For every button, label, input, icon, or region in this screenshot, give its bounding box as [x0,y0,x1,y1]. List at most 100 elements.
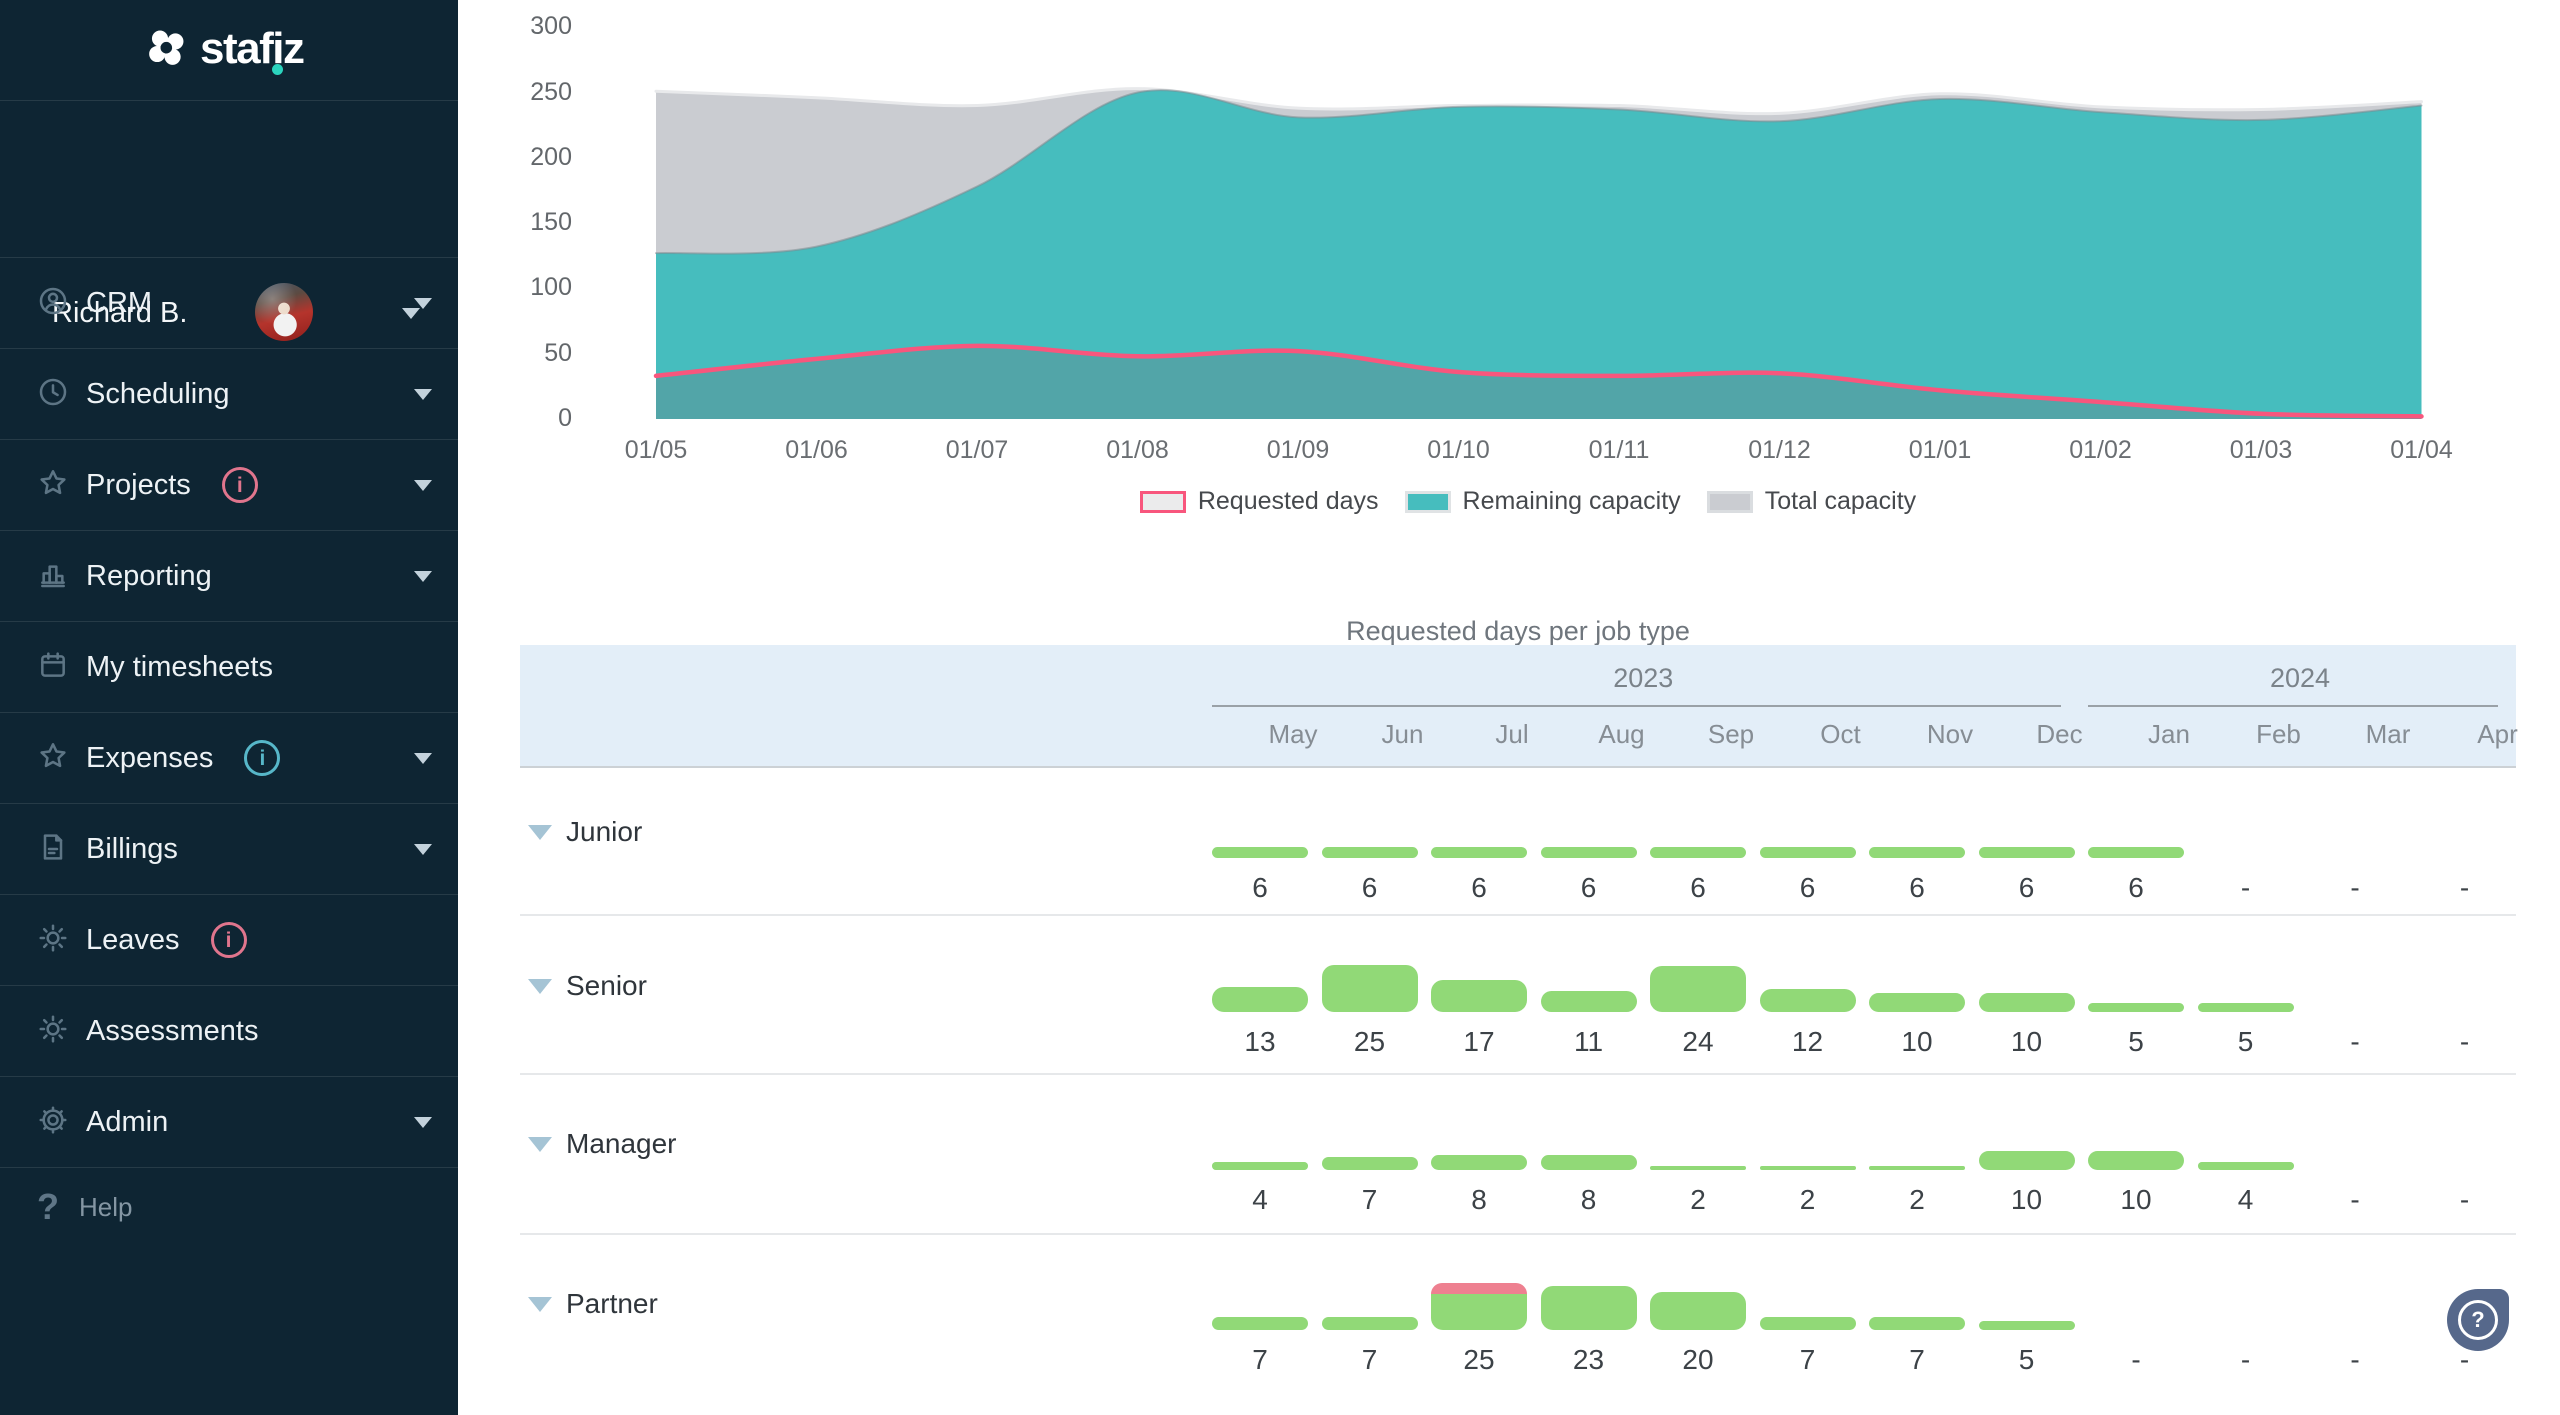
bar [1650,846,1746,858]
sidebar-item-scheduling[interactable]: Scheduling [0,349,458,440]
sidebar-item-label: Scheduling [86,377,230,410]
bar-overflow-cap [1431,1282,1527,1294]
legend-item-remaining-capacity[interactable]: Remaining capacity [1404,487,1681,516]
job-type-label: Junior [566,816,643,847]
info-icon[interactable]: i [221,467,258,503]
bar-value: 6 [1909,872,1925,903]
bar-value: 2 [1690,1184,1706,1215]
bar [1540,1286,1637,1330]
bar-value: 6 [1799,872,1816,903]
sidebar-menu: CRM Scheduling Projects i Reporting My timesh… [0,257,458,1168]
empty-value: - [2350,1026,2360,1057]
sidebar-item-reporting[interactable]: Reporting [0,531,458,622]
row-separator [520,914,2516,916]
legend-label: Total capacity [1764,487,1917,515]
x-axis-tick: 01/03 [2229,436,2293,464]
sidebar-item-crm[interactable]: CRM [0,258,458,349]
sidebar-item-leaves[interactable]: Leaves i [0,895,458,986]
sidebar-item-billings[interactable]: Billings [0,804,458,895]
chevron-down-icon [414,843,432,855]
user-menu[interactable]: Richard B. [0,130,458,341]
y-axis-tick: 300 [530,12,572,41]
bar [1978,846,2075,858]
year-header-2023: 2023 [1613,663,1674,693]
bar-value: 7 [1361,1184,1378,1215]
bar-value: 8 [1471,1184,1487,1215]
sidebar-item-label: Assessments [86,1014,259,1047]
y-axis-tick: 0 [558,404,572,432]
bar-value: 6 [1471,872,1487,903]
bar-value: 10 [2120,1184,2152,1215]
job-type-label: Partner [566,1288,658,1319]
chevron-down-icon [414,297,432,309]
legend-item-requested-days[interactable]: Requested days [1139,487,1379,516]
table-title: Requested days per job type [1346,616,1690,646]
logo-accent-dot [272,64,283,75]
chevron-down-icon [414,388,432,400]
sun-icon [37,922,69,959]
chevron-down-icon [414,1116,432,1128]
bar [1431,979,1527,1012]
legend-label: Requested days [1197,487,1379,515]
sidebar-item-expenses[interactable]: Expenses i [0,713,458,804]
bar [1759,989,1856,1012]
collapse-icon[interactable] [528,1136,552,1158]
bar-value: 10 [1901,1026,1933,1057]
empty-value: - [2459,1184,2470,1215]
collapse-icon[interactable] [528,824,552,846]
clock-icon [37,376,69,413]
logo-wordmark: stafiz [200,24,305,73]
month-header-aug: Aug [1598,719,1645,749]
bar [1759,846,1856,858]
x-axis-tick: 01/11 [1588,436,1650,464]
document-icon [37,831,69,868]
legend-item-total-capacity[interactable]: Total capacity [1706,487,1917,516]
bar [1869,1316,1965,1330]
star-icon [37,740,69,777]
bar [1869,1165,1965,1170]
bar [1869,846,1965,858]
sidebar-item-label: Leaves [86,923,180,956]
sidebar-item-admin[interactable]: Admin [0,1077,458,1168]
bar [2197,1002,2294,1012]
sidebar-item-label: Admin [86,1105,169,1138]
bar [1759,1316,1856,1330]
bar [1321,1156,1418,1170]
x-axis-tick: 01/12 [1748,436,1811,464]
question-mark-icon: ? [37,1186,59,1227]
bar [1212,1162,1308,1170]
bar [1869,993,1965,1012]
empty-value: - [2350,1344,2360,1375]
sidebar-item-label: Projects [86,468,191,501]
help-floating-button[interactable]: ? [2447,1289,2509,1351]
bar-value: 2 [1799,1184,1816,1215]
collapse-icon[interactable] [528,1296,552,1318]
y-axis-tick: 250 [530,77,572,106]
sidebar-item-my-timesheets[interactable]: My timesheets [0,622,458,713]
bar [1431,1293,1527,1330]
sidebar-item-assessments[interactable]: Assessments [0,986,458,1077]
info-icon[interactable]: i [210,922,247,958]
bar [1759,1165,1856,1170]
bar-value: 11 [1573,1026,1604,1057]
user-avatar [255,283,313,341]
bar [1431,1154,1527,1170]
sidebar-item-label: CRM [86,286,153,319]
legend-label: Remaining capacity [1462,487,1681,515]
bar [1212,1316,1308,1330]
collapse-icon[interactable] [528,978,552,1000]
info-icon[interactable]: i [244,740,281,776]
stafiz-logo-icon [146,26,188,73]
sidebar-item-projects[interactable]: Projects i [0,440,458,531]
bar-value: 25 [1353,1026,1386,1057]
bar [2088,1002,2184,1012]
empty-value: - [2350,872,2360,903]
chevron-down-icon [414,752,432,764]
sidebar-divider [0,100,458,101]
bar-value: 10 [2010,1184,2043,1215]
bar [2197,1162,2294,1170]
bar-value: 7 [1361,1344,1378,1375]
sidebar-item-help[interactable]: ? Help [37,1186,132,1228]
sidebar-item-label: Expenses [86,741,214,774]
